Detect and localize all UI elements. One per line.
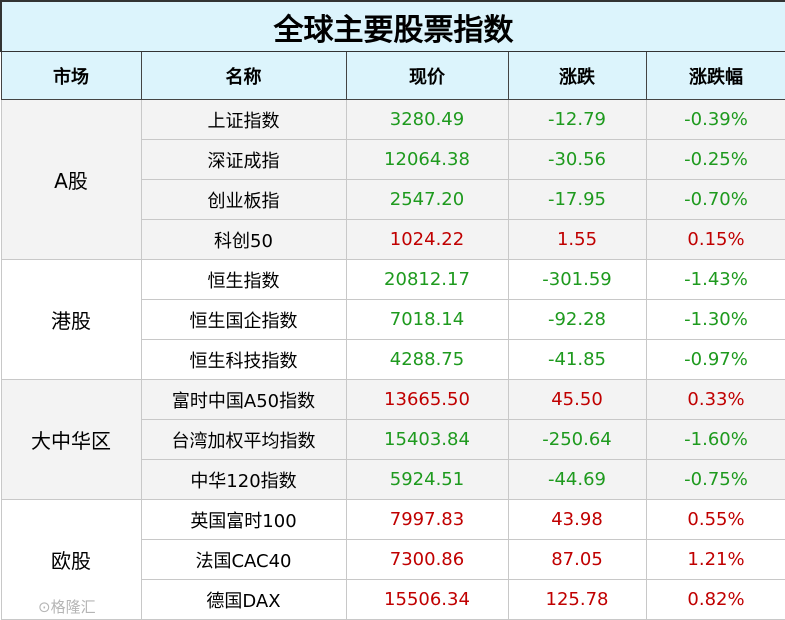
table-row: 恒生国企指数 7018.14 -92.28 -1.30% bbox=[1, 299, 785, 340]
change-cell: -17.95 bbox=[507, 179, 647, 220]
index-name: 恒生国企指数 bbox=[140, 299, 347, 340]
change-cell: 1.55 bbox=[507, 219, 647, 260]
change-cell: -30.56 bbox=[507, 139, 647, 180]
index-name: 深证成指 bbox=[140, 139, 347, 180]
header-row: 市场 名称 现价 涨跌 涨跌幅 bbox=[0, 51, 785, 100]
pct-cell: -0.97% bbox=[645, 339, 785, 380]
table-title: 全球主要股票指数 bbox=[0, 0, 785, 52]
change-cell: -12.79 bbox=[507, 99, 647, 140]
change-cell: -301.59 bbox=[507, 259, 647, 300]
watermark-logo: ⊙格隆汇 bbox=[38, 596, 96, 617]
change-cell: -250.64 bbox=[507, 419, 647, 460]
market-cell: 欧股 bbox=[0, 499, 142, 620]
table-row: 欧股 英国富时100 7997.83 43.98 0.55% bbox=[0, 499, 785, 620]
price-cell: 7300.86 bbox=[345, 539, 509, 580]
price-cell: 7018.14 bbox=[345, 299, 509, 340]
table-row: A股 上证指数 3280.49 -12.79 -0.39% bbox=[0, 99, 785, 260]
pct-cell: -0.39% bbox=[645, 99, 785, 140]
price-cell: 7997.83 bbox=[345, 499, 509, 540]
table-row: 深证成指 12064.38 -30.56 -0.25% bbox=[1, 139, 785, 180]
header-price: 现价 bbox=[345, 51, 509, 100]
pct-cell: -1.43% bbox=[645, 259, 785, 300]
change-cell: 43.98 bbox=[507, 499, 647, 540]
table-row: 德国DAX 15506.34 125.78 0.82% bbox=[1, 579, 785, 620]
index-name: 法国CAC40 bbox=[140, 539, 347, 580]
index-name: 恒生指数 bbox=[140, 259, 347, 300]
table-row: 台湾加权平均指数 15403.84 -250.64 -1.60% bbox=[1, 419, 785, 460]
header-name: 名称 bbox=[140, 51, 347, 100]
pct-cell: -0.75% bbox=[645, 459, 785, 500]
table-row: 港股 恒生指数 20812.17 -301.59 -1.43% bbox=[0, 259, 785, 380]
pct-cell: -1.60% bbox=[645, 419, 785, 460]
pct-cell: 0.33% bbox=[645, 379, 785, 420]
watermark-icon: ⊙ bbox=[38, 598, 51, 616]
header-pct: 涨跌幅 bbox=[645, 51, 785, 100]
price-cell: 15403.84 bbox=[345, 419, 509, 460]
price-cell: 15506.34 bbox=[345, 579, 509, 620]
price-cell: 13665.50 bbox=[345, 379, 509, 420]
index-name: 富时中国A50指数 bbox=[140, 379, 347, 420]
index-name: 英国富时100 bbox=[140, 499, 347, 540]
watermark-text: 格隆汇 bbox=[50, 598, 96, 616]
index-name: 上证指数 bbox=[140, 99, 347, 140]
change-cell: -44.69 bbox=[507, 459, 647, 500]
table-row: 大中华区 富时中国A50指数 13665.50 45.50 0.33% bbox=[0, 379, 785, 500]
index-name: 科创50 bbox=[140, 219, 347, 260]
change-cell: -41.85 bbox=[507, 339, 647, 380]
index-name: 台湾加权平均指数 bbox=[140, 419, 347, 460]
price-cell: 4288.75 bbox=[345, 339, 509, 380]
index-name: 中华120指数 bbox=[140, 459, 347, 500]
change-cell: 125.78 bbox=[507, 579, 647, 620]
pct-cell: -0.70% bbox=[645, 179, 785, 220]
price-cell: 12064.38 bbox=[345, 139, 509, 180]
pct-cell: 0.55% bbox=[645, 499, 785, 540]
price-cell: 20812.17 bbox=[345, 259, 509, 300]
change-cell: 87.05 bbox=[507, 539, 647, 580]
header-market: 市场 bbox=[0, 51, 142, 100]
market-cell: 港股 bbox=[0, 259, 142, 380]
header-change: 涨跌 bbox=[507, 51, 647, 100]
table-row: 科创50 1024.22 1.55 0.15% bbox=[1, 219, 785, 260]
market-cell: A股 bbox=[0, 99, 142, 260]
market-cell: 大中华区 bbox=[0, 379, 142, 500]
index-name: 恒生科技指数 bbox=[140, 339, 347, 380]
change-cell: 45.50 bbox=[507, 379, 647, 420]
pct-cell: 0.15% bbox=[645, 219, 785, 260]
price-cell: 1024.22 bbox=[345, 219, 509, 260]
pct-cell: -0.25% bbox=[645, 139, 785, 180]
pct-cell: 0.82% bbox=[645, 579, 785, 620]
price-cell: 5924.51 bbox=[345, 459, 509, 500]
change-cell: -92.28 bbox=[507, 299, 647, 340]
table-row: 创业板指 2547.20 -17.95 -0.70% bbox=[1, 179, 785, 220]
price-cell: 3280.49 bbox=[345, 99, 509, 140]
index-name: 德国DAX bbox=[140, 579, 347, 620]
price-cell: 2547.20 bbox=[345, 179, 509, 220]
index-name: 创业板指 bbox=[140, 179, 347, 220]
pct-cell: 1.21% bbox=[645, 539, 785, 580]
pct-cell: -1.30% bbox=[645, 299, 785, 340]
